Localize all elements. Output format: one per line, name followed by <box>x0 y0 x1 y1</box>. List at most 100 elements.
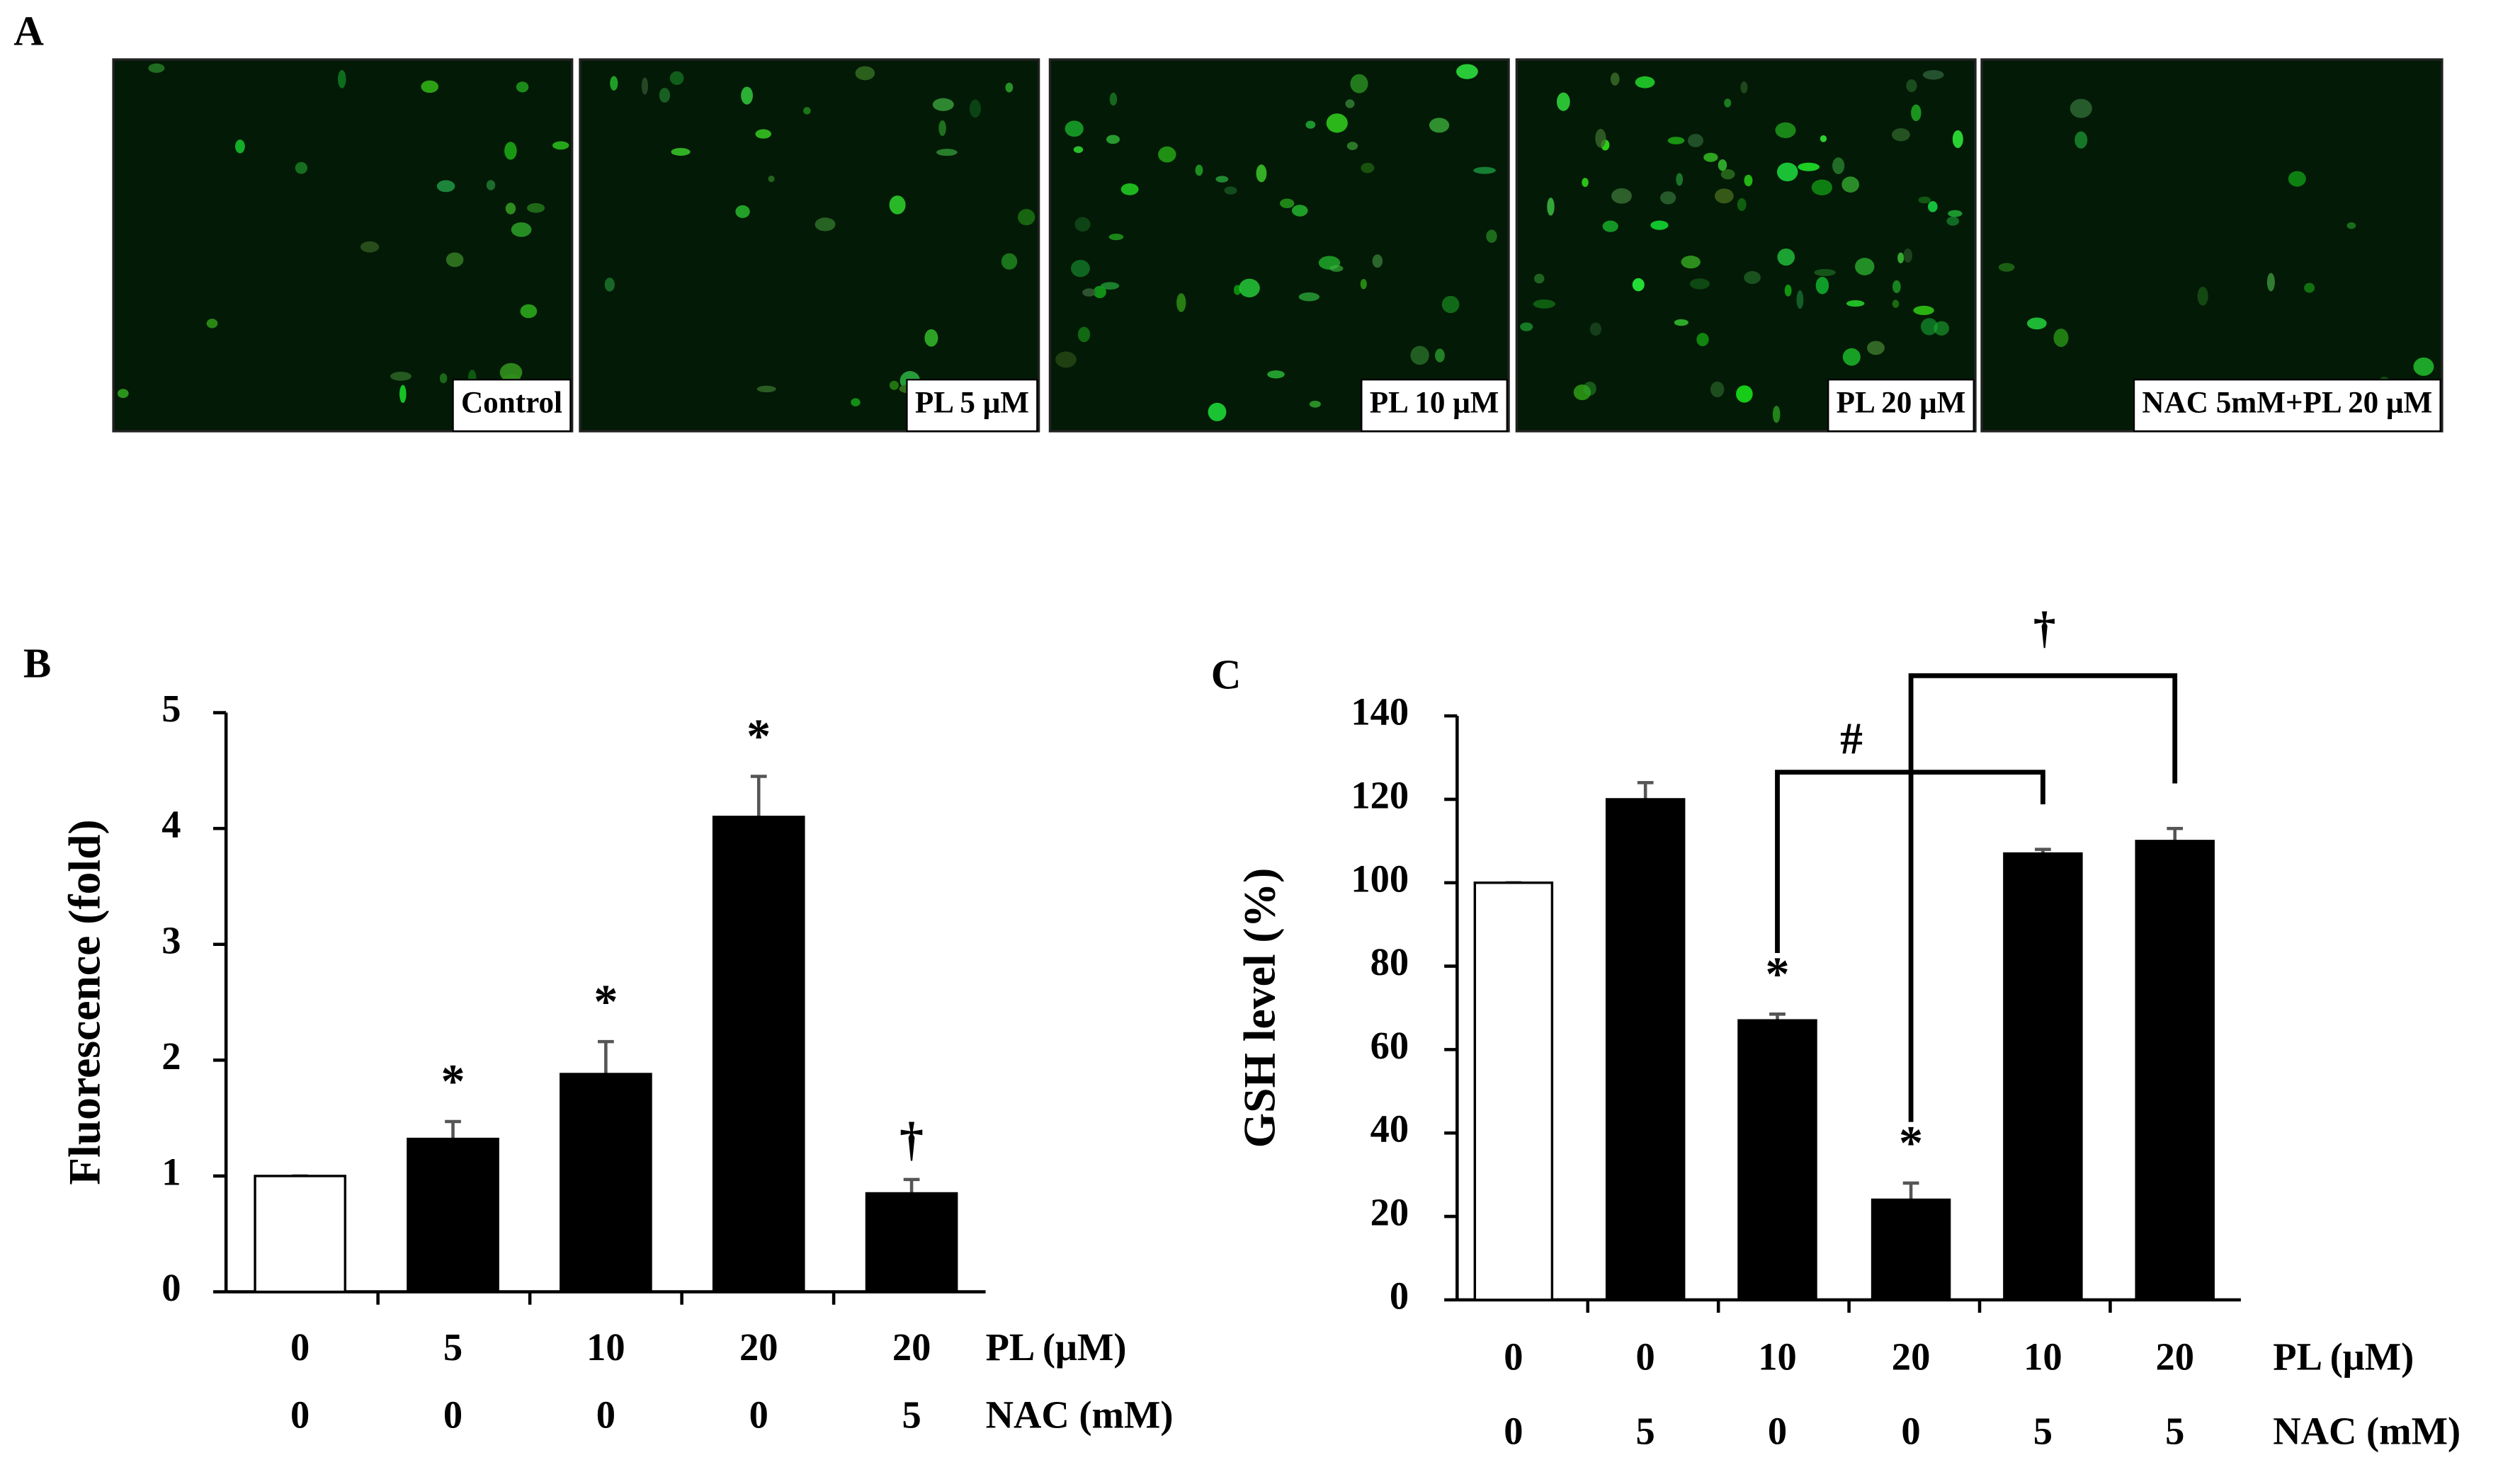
x-tick-label: 5 <box>2165 1409 2184 1452</box>
cell <box>1611 188 1632 204</box>
x-tick-label: 5 <box>2033 1409 2053 1452</box>
cell <box>1106 135 1120 144</box>
y-tick-label: 2 <box>161 1034 181 1078</box>
cell <box>1846 300 1865 307</box>
cell <box>1948 210 1963 217</box>
cell <box>889 380 899 390</box>
cell <box>1224 186 1237 195</box>
x-tick-label: 0 <box>596 1393 615 1437</box>
y-tick-label: 20 <box>1370 1191 1409 1234</box>
cell <box>1360 279 1367 290</box>
cell <box>1777 248 1795 266</box>
cell <box>1946 216 1960 226</box>
cell <box>1674 319 1688 326</box>
cell <box>520 304 538 319</box>
cell <box>1305 120 1316 129</box>
cell <box>445 252 464 268</box>
cell <box>2070 98 2092 118</box>
x-tick-label: 5 <box>902 1393 921 1437</box>
cell <box>735 205 750 218</box>
y-tick-label: 140 <box>1351 690 1409 734</box>
cell <box>2413 357 2434 376</box>
cell <box>1952 130 1963 149</box>
cell <box>1583 381 1596 396</box>
cell <box>741 86 754 105</box>
cell <box>1556 92 1570 111</box>
y-tick-label: 0 <box>161 1266 181 1309</box>
cell <box>1681 256 1701 269</box>
x-row-name: PL (μM) <box>986 1325 1127 1369</box>
cell <box>1158 146 1176 163</box>
bar <box>407 1137 499 1294</box>
micrograph-label: NAC 5mM+PL 20 μM <box>2142 386 2432 419</box>
cell <box>1195 164 1203 176</box>
y-tick-label: 100 <box>1351 857 1409 900</box>
cell <box>399 384 407 404</box>
label-box <box>906 379 1038 433</box>
x-tick-label: 5 <box>1636 1409 1655 1452</box>
cell <box>1815 276 1829 295</box>
cell <box>2266 273 2275 292</box>
cell <box>1892 299 1900 308</box>
cell <box>1595 128 1606 148</box>
bracket <box>1908 673 2178 1122</box>
significance-mark: * <box>1765 947 1789 1000</box>
x-tick-label: 0 <box>443 1393 462 1437</box>
cell <box>1918 196 1931 204</box>
cell <box>1796 290 1804 309</box>
cell <box>552 141 569 150</box>
y-tick-label: 60 <box>1370 1024 1409 1067</box>
cell <box>1309 401 1321 408</box>
x-row-name: NAC (mM) <box>2273 1409 2461 1452</box>
x-tick-label: 0 <box>1504 1335 1523 1379</box>
cell <box>439 373 448 384</box>
cell <box>1582 178 1589 188</box>
cell <box>1473 166 1496 174</box>
y-tick-label: 5 <box>161 687 181 730</box>
y-tick-label: 120 <box>1351 773 1409 816</box>
cell <box>1120 183 1139 195</box>
x-tick-label: 20 <box>892 1325 931 1369</box>
x-tick-label: 0 <box>290 1393 310 1437</box>
x-tick-label: 20 <box>2155 1335 2194 1379</box>
y-tick-label: 3 <box>161 918 181 962</box>
cell <box>1744 270 1761 285</box>
micrograph-background <box>579 58 1040 433</box>
cell <box>815 217 836 232</box>
x-tick-label: 20 <box>1892 1335 1931 1379</box>
bar <box>1605 798 1686 1301</box>
cell <box>1298 292 1320 302</box>
cell <box>1456 64 1478 79</box>
cell <box>1329 265 1344 272</box>
cell <box>2197 286 2208 306</box>
cell <box>936 149 958 156</box>
bar <box>1871 1198 1951 1301</box>
cell <box>1740 81 1748 93</box>
cell <box>1703 152 1718 162</box>
cell <box>1435 348 1445 363</box>
cell <box>206 319 218 329</box>
cell <box>1820 135 1827 142</box>
cell <box>1486 229 1497 243</box>
cell <box>1689 278 1710 290</box>
cell <box>1176 293 1186 312</box>
cell <box>1811 179 1833 195</box>
cell <box>511 222 532 237</box>
cell <box>1784 284 1792 297</box>
x-tick-label: 20 <box>739 1325 778 1369</box>
cell <box>1736 385 1753 403</box>
bar <box>2135 840 2215 1301</box>
cell <box>1720 169 1735 180</box>
cell <box>1676 173 1684 186</box>
cell <box>1814 268 1836 276</box>
cell <box>499 363 523 382</box>
micrograph-background <box>1515 58 1977 433</box>
cell <box>659 88 671 103</box>
cell <box>1718 159 1727 171</box>
cell <box>1001 253 1018 270</box>
cell <box>1632 278 1645 292</box>
y-tick-label: 40 <box>1370 1107 1409 1151</box>
cell <box>1073 146 1084 154</box>
x-row-name: NAC (mM) <box>986 1393 1174 1437</box>
